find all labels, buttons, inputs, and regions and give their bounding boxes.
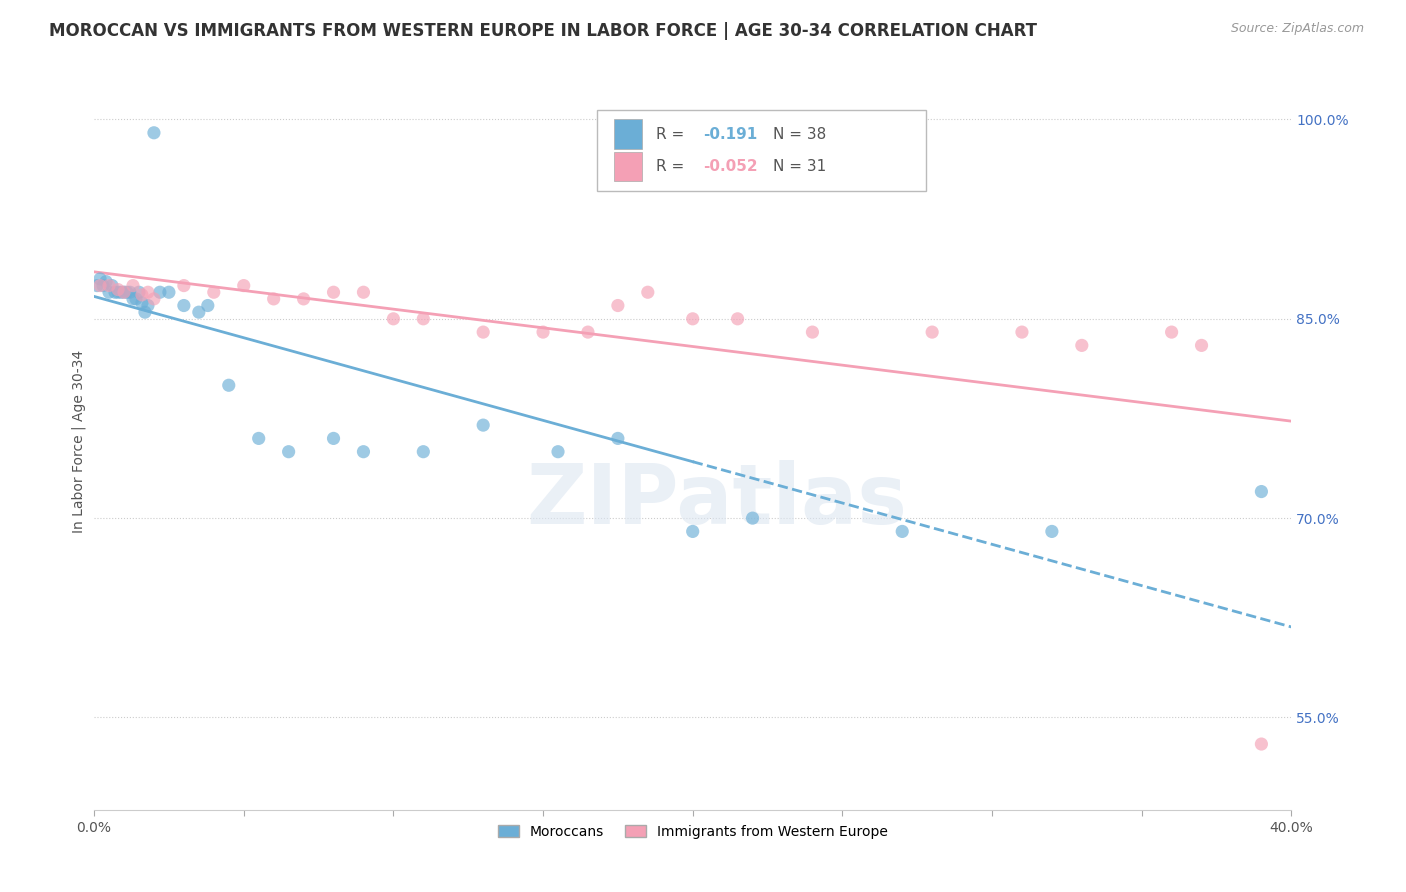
Text: R =: R = bbox=[655, 127, 689, 142]
Point bbox=[921, 325, 943, 339]
Point bbox=[1070, 338, 1092, 352]
Point bbox=[122, 278, 145, 293]
FancyBboxPatch shape bbox=[598, 110, 927, 191]
Point bbox=[322, 431, 344, 445]
Point bbox=[197, 299, 219, 313]
Point bbox=[801, 325, 824, 339]
Point bbox=[94, 275, 117, 289]
Point bbox=[1191, 338, 1213, 352]
Point bbox=[353, 444, 375, 458]
Point bbox=[118, 285, 141, 300]
Point bbox=[98, 278, 121, 293]
Point bbox=[412, 444, 434, 458]
Y-axis label: In Labor Force | Age 30-34: In Labor Force | Age 30-34 bbox=[72, 351, 86, 533]
Point bbox=[107, 285, 129, 300]
Point bbox=[1160, 325, 1182, 339]
Point bbox=[1250, 737, 1272, 751]
Point bbox=[1011, 325, 1033, 339]
Point bbox=[98, 285, 121, 300]
Text: -0.191: -0.191 bbox=[703, 127, 758, 142]
Point bbox=[202, 285, 225, 300]
Legend: Moroccans, Immigrants from Western Europe: Moroccans, Immigrants from Western Europ… bbox=[492, 819, 893, 844]
Text: R =: R = bbox=[655, 159, 689, 174]
Point bbox=[1040, 524, 1063, 539]
Point bbox=[131, 288, 153, 302]
Point bbox=[122, 292, 145, 306]
Point bbox=[232, 278, 254, 293]
Point bbox=[112, 285, 135, 300]
Point bbox=[110, 285, 132, 300]
Point bbox=[173, 299, 195, 313]
Point bbox=[353, 285, 375, 300]
Point bbox=[531, 325, 554, 339]
Point bbox=[101, 278, 124, 293]
Point bbox=[727, 311, 749, 326]
Point bbox=[412, 311, 434, 326]
Point bbox=[682, 311, 704, 326]
Point bbox=[142, 292, 165, 306]
Point bbox=[187, 305, 209, 319]
Point bbox=[142, 126, 165, 140]
Point bbox=[107, 283, 129, 297]
Point bbox=[89, 278, 111, 293]
Point bbox=[472, 418, 495, 433]
Point bbox=[128, 285, 150, 300]
Point bbox=[576, 325, 599, 339]
Point bbox=[247, 431, 270, 445]
Point bbox=[606, 299, 628, 313]
Point bbox=[112, 285, 135, 300]
Text: MOROCCAN VS IMMIGRANTS FROM WESTERN EUROPE IN LABOR FORCE | AGE 30-34 CORRELATIO: MOROCCAN VS IMMIGRANTS FROM WESTERN EURO… bbox=[49, 22, 1038, 40]
Text: -0.052: -0.052 bbox=[703, 159, 758, 174]
Point bbox=[125, 292, 148, 306]
Point bbox=[91, 278, 114, 293]
Point bbox=[277, 444, 299, 458]
Point bbox=[1250, 484, 1272, 499]
Point bbox=[322, 285, 344, 300]
Point bbox=[134, 305, 156, 319]
Point bbox=[472, 325, 495, 339]
FancyBboxPatch shape bbox=[613, 120, 643, 149]
Point bbox=[136, 285, 159, 300]
Point bbox=[891, 524, 914, 539]
Text: N = 31: N = 31 bbox=[773, 159, 827, 174]
Point bbox=[741, 511, 763, 525]
Point bbox=[131, 296, 153, 310]
Text: Source: ZipAtlas.com: Source: ZipAtlas.com bbox=[1230, 22, 1364, 36]
Point bbox=[157, 285, 180, 300]
Text: N = 38: N = 38 bbox=[773, 127, 827, 142]
Point bbox=[682, 524, 704, 539]
Point bbox=[218, 378, 240, 392]
Point bbox=[89, 272, 111, 286]
Point bbox=[173, 278, 195, 293]
Point bbox=[547, 444, 569, 458]
Point bbox=[149, 285, 172, 300]
Point bbox=[263, 292, 285, 306]
Point bbox=[86, 278, 108, 293]
Point bbox=[292, 292, 315, 306]
FancyBboxPatch shape bbox=[613, 152, 643, 181]
Point bbox=[606, 431, 628, 445]
Point bbox=[637, 285, 659, 300]
Point bbox=[382, 311, 405, 326]
Point bbox=[136, 299, 159, 313]
Text: ZIPatlas: ZIPatlas bbox=[526, 460, 907, 541]
Point bbox=[115, 285, 138, 300]
Point bbox=[104, 285, 127, 300]
